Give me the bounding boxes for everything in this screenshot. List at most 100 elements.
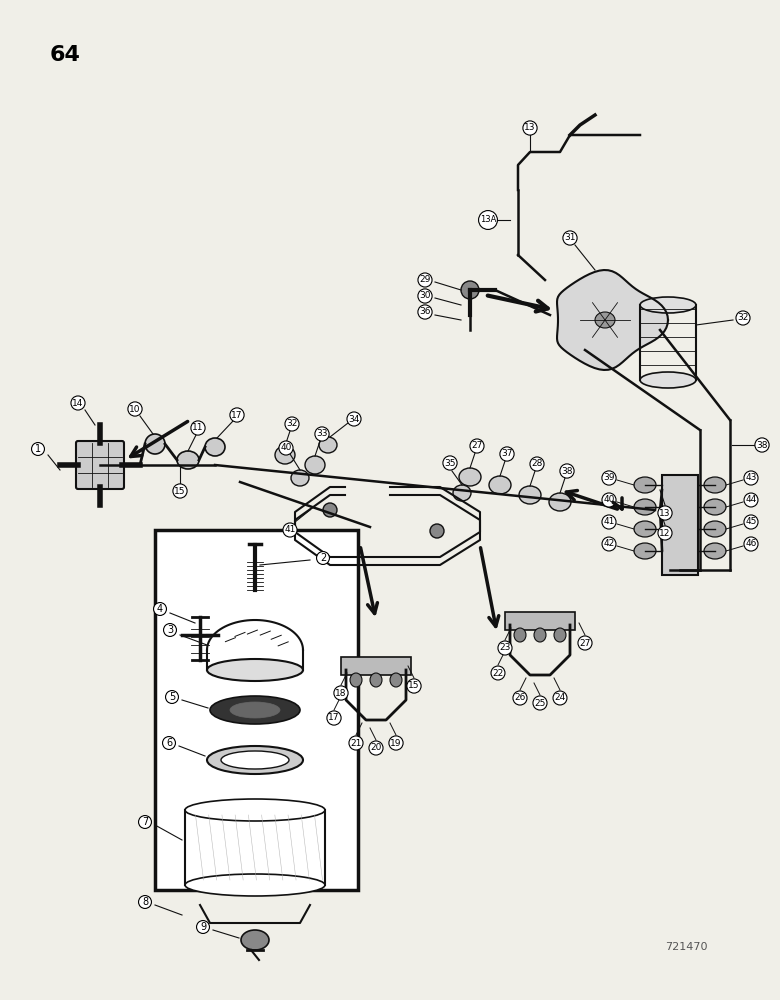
Text: 1: 1: [35, 444, 41, 454]
Ellipse shape: [489, 476, 511, 494]
Text: 23: 23: [499, 644, 511, 652]
Text: 10: 10: [129, 404, 140, 414]
Ellipse shape: [430, 524, 444, 538]
Ellipse shape: [207, 746, 303, 774]
Ellipse shape: [185, 874, 325, 896]
Text: 41: 41: [603, 518, 615, 526]
Ellipse shape: [519, 486, 541, 504]
Ellipse shape: [390, 673, 402, 687]
Ellipse shape: [291, 470, 309, 486]
Text: 21: 21: [350, 738, 362, 748]
Ellipse shape: [640, 372, 696, 388]
Text: 64: 64: [50, 45, 81, 65]
Text: 43: 43: [746, 474, 757, 483]
Ellipse shape: [145, 434, 165, 454]
FancyBboxPatch shape: [505, 612, 575, 630]
Text: 17: 17: [231, 410, 243, 420]
Text: 35: 35: [445, 458, 456, 468]
Text: 18: 18: [335, 688, 347, 698]
Text: 15: 15: [174, 487, 186, 495]
Ellipse shape: [534, 628, 546, 642]
Text: 11: 11: [192, 424, 204, 432]
Text: 27: 27: [471, 442, 483, 450]
Text: 721470: 721470: [665, 942, 707, 952]
Text: 12: 12: [659, 528, 671, 538]
Text: 31: 31: [564, 233, 576, 242]
Text: 20: 20: [370, 744, 381, 752]
Text: 8: 8: [142, 897, 148, 907]
Ellipse shape: [210, 696, 300, 724]
Text: 40: 40: [280, 444, 292, 452]
Ellipse shape: [704, 521, 726, 537]
Ellipse shape: [634, 477, 656, 493]
Text: 32: 32: [286, 420, 298, 428]
Text: 40: 40: [603, 495, 615, 504]
Ellipse shape: [350, 673, 362, 687]
Ellipse shape: [205, 438, 225, 456]
Ellipse shape: [319, 437, 337, 453]
Bar: [155, 530, 358, 890]
Text: 39: 39: [603, 474, 615, 483]
FancyBboxPatch shape: [76, 441, 124, 489]
Text: 44: 44: [746, 495, 757, 504]
Text: 22: 22: [492, 668, 504, 678]
Text: 3: 3: [167, 625, 173, 635]
Text: 7: 7: [142, 817, 148, 827]
Ellipse shape: [241, 930, 269, 950]
Ellipse shape: [177, 451, 199, 469]
Ellipse shape: [554, 628, 566, 642]
Ellipse shape: [185, 799, 325, 821]
Text: 15: 15: [408, 682, 420, 690]
Ellipse shape: [305, 456, 325, 474]
Text: 33: 33: [316, 430, 328, 438]
Ellipse shape: [634, 521, 656, 537]
Text: 26: 26: [514, 694, 526, 702]
Text: 32: 32: [737, 314, 749, 322]
Ellipse shape: [453, 485, 471, 501]
Text: 38: 38: [562, 466, 573, 476]
Text: 27: 27: [580, 639, 590, 648]
Text: 19: 19: [390, 738, 402, 748]
Ellipse shape: [640, 297, 696, 313]
Text: 45: 45: [746, 518, 757, 526]
FancyBboxPatch shape: [341, 657, 411, 675]
Ellipse shape: [370, 673, 382, 687]
Ellipse shape: [595, 312, 615, 328]
Ellipse shape: [221, 751, 289, 769]
Text: 14: 14: [73, 398, 83, 408]
Ellipse shape: [207, 659, 303, 681]
Ellipse shape: [461, 281, 479, 299]
Text: 36: 36: [420, 308, 431, 316]
Ellipse shape: [459, 468, 481, 486]
Text: 6: 6: [166, 738, 172, 748]
Ellipse shape: [230, 702, 280, 718]
Text: 30: 30: [420, 292, 431, 300]
Ellipse shape: [634, 499, 656, 515]
Text: 34: 34: [349, 414, 360, 424]
Text: 38: 38: [757, 440, 768, 450]
Polygon shape: [557, 270, 668, 370]
Ellipse shape: [549, 493, 571, 511]
Text: 13: 13: [659, 508, 671, 518]
Ellipse shape: [704, 543, 726, 559]
Ellipse shape: [323, 503, 337, 517]
Text: 5: 5: [169, 692, 176, 702]
Ellipse shape: [704, 499, 726, 515]
Text: 13A: 13A: [480, 216, 496, 225]
Text: 25: 25: [534, 698, 546, 708]
Text: 37: 37: [502, 450, 512, 458]
Text: 41: 41: [285, 526, 296, 534]
Text: 29: 29: [420, 275, 431, 284]
Text: 24: 24: [555, 694, 565, 702]
Text: 28: 28: [531, 460, 543, 468]
Ellipse shape: [514, 628, 526, 642]
Text: 42: 42: [604, 540, 615, 548]
Text: 9: 9: [200, 922, 206, 932]
Ellipse shape: [634, 543, 656, 559]
Text: 17: 17: [328, 714, 340, 722]
Ellipse shape: [275, 446, 295, 464]
Text: 13: 13: [524, 123, 536, 132]
Text: 2: 2: [320, 553, 326, 563]
Text: 46: 46: [746, 540, 757, 548]
FancyBboxPatch shape: [662, 475, 698, 575]
